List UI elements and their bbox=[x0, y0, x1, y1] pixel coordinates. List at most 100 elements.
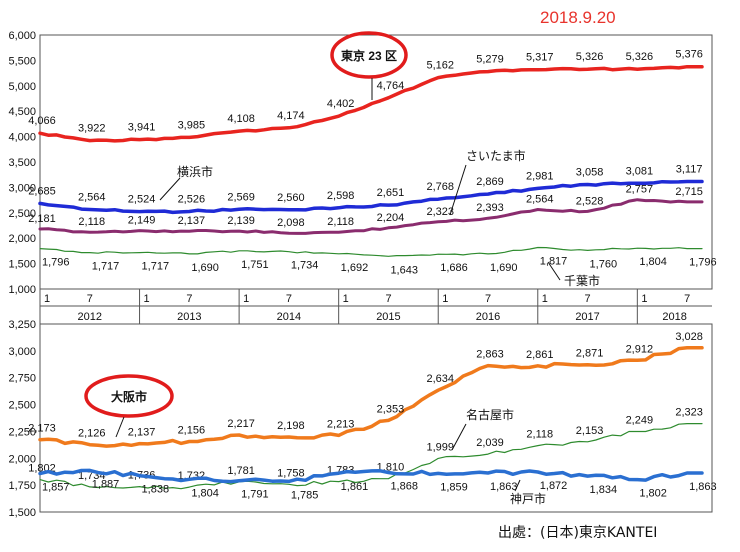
data-label: 1,717 bbox=[92, 261, 120, 273]
data-label: 1,751 bbox=[241, 259, 269, 271]
y-tick-label: 3,500 bbox=[8, 157, 36, 169]
data-label: 1,868 bbox=[390, 480, 418, 492]
data-label: 2,598 bbox=[327, 190, 355, 202]
data-label: 5,376 bbox=[675, 49, 703, 61]
y-tick-label: 2,500 bbox=[8, 208, 36, 220]
y-tick-label: 1,500 bbox=[8, 507, 36, 519]
data-label: 2,768 bbox=[426, 181, 454, 193]
series-line-0-0 bbox=[38, 64, 704, 143]
data-label: 2,323 bbox=[426, 206, 454, 218]
series-name-tokyo: 東京 23 区 bbox=[341, 48, 397, 63]
series-line-1-0 bbox=[38, 346, 704, 448]
data-label: 2,137 bbox=[128, 427, 156, 439]
x-tick-label: 1 bbox=[442, 293, 448, 305]
data-label: 2,173 bbox=[28, 423, 56, 435]
data-label: 2,198 bbox=[277, 420, 305, 432]
data-label: 2,156 bbox=[178, 425, 206, 437]
series-line-0-1 bbox=[38, 179, 704, 215]
leader-line bbox=[449, 164, 467, 216]
data-label: 5,279 bbox=[476, 54, 504, 66]
data-label: 2,564 bbox=[526, 194, 554, 206]
top-plot-frame bbox=[39, 34, 713, 290]
data-label: 2,569 bbox=[227, 191, 255, 203]
data-label: 1,804 bbox=[639, 256, 667, 268]
y-tick-label: 6,000 bbox=[8, 30, 36, 42]
x-tick-label: 1 bbox=[144, 293, 150, 305]
y-tick-label: 4,000 bbox=[8, 132, 36, 144]
y-tick-label: 1,500 bbox=[8, 259, 36, 271]
bottom-plot-frame bbox=[39, 323, 713, 513]
y-tick-label: 1,000 bbox=[8, 284, 36, 296]
data-label: 2,039 bbox=[476, 437, 504, 449]
data-label: 2,323 bbox=[675, 407, 703, 419]
data-label: 2,353 bbox=[377, 403, 405, 415]
y-tick-label: 2,000 bbox=[8, 453, 36, 465]
x-tick-label: 7 bbox=[485, 293, 491, 305]
y-tick-label: 2,500 bbox=[8, 400, 36, 412]
data-label: 2,524 bbox=[128, 194, 156, 206]
y-tick-label: 2,750 bbox=[8, 373, 36, 385]
data-label: 2,249 bbox=[626, 415, 654, 427]
data-label: 1,760 bbox=[590, 258, 618, 270]
data-label: 2,869 bbox=[476, 176, 504, 188]
data-label: 2,861 bbox=[526, 349, 554, 361]
data-label: 2,217 bbox=[227, 418, 255, 430]
leader-line bbox=[159, 177, 181, 201]
data-label: 1,802 bbox=[639, 488, 667, 500]
data-label: 2,634 bbox=[426, 373, 454, 385]
data-label: 4,764 bbox=[377, 80, 405, 92]
year-label: 2012 bbox=[78, 311, 102, 323]
series-line-0-2 bbox=[38, 198, 704, 235]
data-label: 1,796 bbox=[689, 257, 717, 269]
data-label: 2,528 bbox=[576, 195, 604, 207]
year-label: 2016 bbox=[476, 311, 500, 323]
data-label: 2,126 bbox=[78, 428, 106, 440]
data-label: 2,651 bbox=[377, 187, 405, 199]
y-tick-label: 3,000 bbox=[8, 346, 36, 358]
data-label: 1,872 bbox=[540, 480, 568, 492]
data-label: 2,564 bbox=[78, 192, 106, 204]
data-label: 1,643 bbox=[390, 264, 418, 276]
data-label: 2,118 bbox=[526, 429, 553, 441]
year-label: 2015 bbox=[376, 311, 400, 323]
data-label: 1,734 bbox=[291, 260, 319, 272]
date-label: 2018.9.20 bbox=[540, 8, 616, 27]
data-label: 5,326 bbox=[576, 51, 604, 63]
y-tick-label: 2,000 bbox=[8, 233, 36, 245]
data-label: 1,690 bbox=[191, 262, 219, 274]
x-tick-label: 7 bbox=[87, 293, 93, 305]
y-tick-label: 3,000 bbox=[8, 182, 36, 194]
data-label: 3,028 bbox=[675, 331, 703, 343]
data-label: 1,717 bbox=[142, 261, 170, 273]
y-tick-label: 5,000 bbox=[8, 81, 36, 93]
leader-line bbox=[115, 416, 125, 438]
data-label: 1,804 bbox=[191, 487, 219, 499]
data-label: 2,149 bbox=[128, 215, 156, 227]
data-label: 3,058 bbox=[576, 166, 604, 178]
data-label: 3,941 bbox=[128, 122, 156, 134]
source-label: 出處：(日本)東京KANTEI bbox=[498, 525, 658, 541]
data-label: 1,834 bbox=[590, 484, 618, 496]
leader-line bbox=[451, 423, 467, 451]
data-label: 2,118 bbox=[78, 216, 105, 228]
data-label: 3,117 bbox=[676, 163, 703, 175]
data-label: 2,213 bbox=[327, 418, 355, 430]
series-line-0-3 bbox=[39, 246, 703, 257]
data-label: 1,817 bbox=[540, 255, 568, 267]
year-label: 2018 bbox=[662, 311, 686, 323]
x-tick-label: 1 bbox=[542, 293, 548, 305]
x-tick-label: 7 bbox=[684, 293, 690, 305]
data-label: 2,204 bbox=[377, 212, 405, 224]
year-label: 2013 bbox=[177, 311, 201, 323]
data-label: 1,785 bbox=[291, 489, 319, 501]
data-label: 2,181 bbox=[28, 213, 56, 225]
data-label: 4,108 bbox=[227, 113, 255, 125]
data-label: 2,137 bbox=[178, 215, 206, 227]
series-line-1-2 bbox=[38, 468, 704, 484]
tokyo-highlight-circle bbox=[330, 31, 408, 79]
data-label: 1,861 bbox=[341, 481, 369, 493]
data-label: 1,758 bbox=[277, 467, 305, 479]
data-label: 2,685 bbox=[28, 185, 56, 197]
y-tick-label: 2,250 bbox=[8, 426, 36, 438]
year-label: 2014 bbox=[277, 311, 301, 323]
